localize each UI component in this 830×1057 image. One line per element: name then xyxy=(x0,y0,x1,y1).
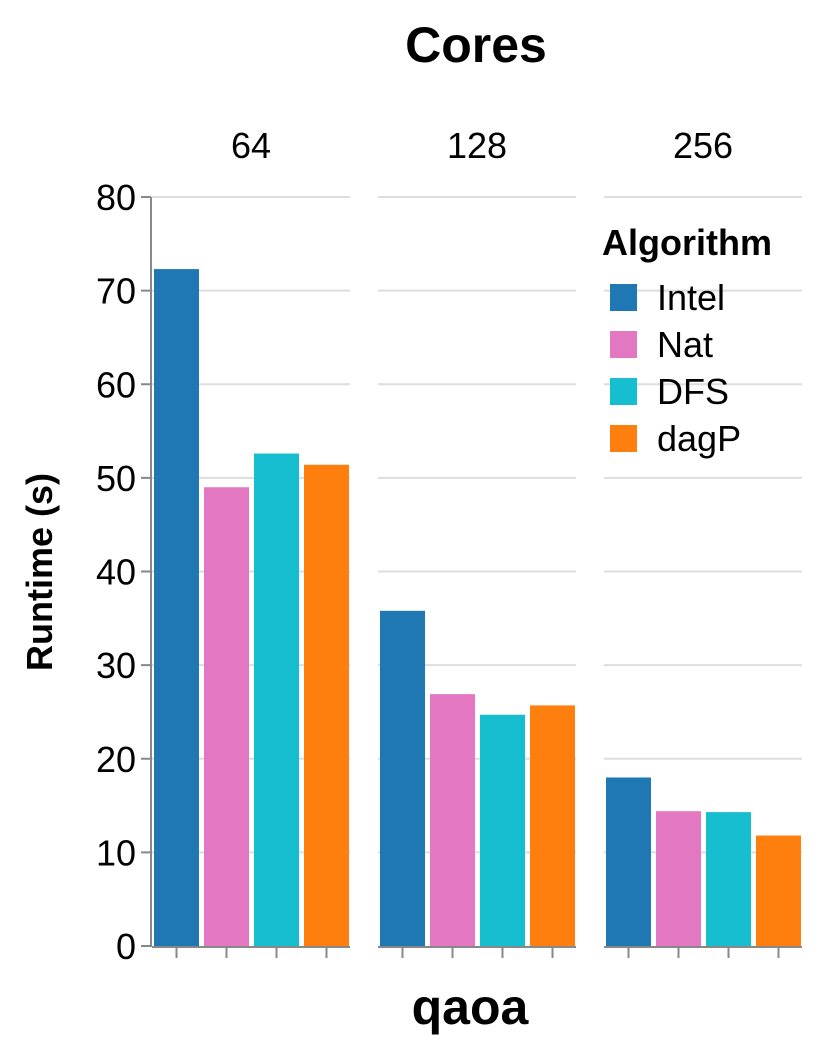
bar-dfs-128 xyxy=(480,714,525,946)
facet-label: 256 xyxy=(673,125,733,166)
y-tick-label: 20 xyxy=(96,739,136,780)
legend-title: Algorithm xyxy=(602,222,772,263)
y-tick-label: 80 xyxy=(96,177,136,218)
y-tick-label: 0 xyxy=(116,926,136,967)
bar-dagp-64 xyxy=(304,464,349,946)
x-axis-label: qaoa xyxy=(412,979,530,1035)
bar-dagp-128 xyxy=(530,705,575,946)
bar-nat-64 xyxy=(204,487,249,946)
bar-dfs-256 xyxy=(706,812,751,946)
facet-label: 128 xyxy=(447,125,507,166)
legend-label-dagp: dagP xyxy=(657,418,741,459)
legend-swatch-nat xyxy=(610,331,637,358)
legend-swatch-dagp xyxy=(610,425,637,452)
bar-intel-256 xyxy=(606,777,651,946)
y-tick-label: 50 xyxy=(96,458,136,499)
y-axis-label: Runtime (s) xyxy=(19,473,60,671)
legend-label-nat: Nat xyxy=(657,324,713,365)
bar-dagp-256 xyxy=(756,835,801,946)
legend-swatch-intel xyxy=(610,284,637,311)
bar-nat-128 xyxy=(430,694,475,946)
y-tick-label: 30 xyxy=(96,645,136,686)
plot-area: 64 128 256 0 10 20 30 40 50 60 70 80 xyxy=(96,125,802,967)
legend-swatch-dfs xyxy=(610,378,637,405)
bar-intel-64 xyxy=(154,269,199,946)
y-tick-label: 70 xyxy=(96,271,136,312)
legend-label-intel: Intel xyxy=(657,277,725,318)
bar-dfs-64 xyxy=(254,453,299,946)
y-tick-label: 10 xyxy=(96,832,136,873)
chart-title: Cores xyxy=(405,17,547,73)
bar-nat-256 xyxy=(656,811,701,946)
y-tick-label: 60 xyxy=(96,364,136,405)
legend: Algorithm Intel Nat DFS dagP xyxy=(602,222,772,459)
bar-intel-128 xyxy=(380,610,425,946)
y-tick-label: 40 xyxy=(96,552,136,593)
facet-label: 64 xyxy=(231,125,271,166)
legend-label-dfs: DFS xyxy=(657,371,729,412)
